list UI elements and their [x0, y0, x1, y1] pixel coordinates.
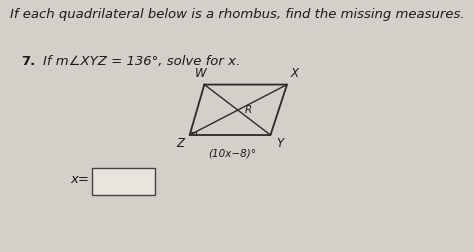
FancyBboxPatch shape [92, 168, 155, 195]
Text: Y: Y [276, 137, 283, 150]
Text: X: X [291, 67, 298, 80]
Text: W: W [195, 67, 207, 80]
Text: R: R [245, 105, 252, 115]
Text: 7.: 7. [21, 55, 36, 69]
Text: If m∠XYZ = 136°, solve for x.: If m∠XYZ = 136°, solve for x. [43, 55, 240, 69]
Text: Z: Z [176, 137, 184, 150]
Text: x=: x= [70, 173, 89, 186]
Text: (10x−8)°: (10x−8)° [208, 149, 256, 159]
Text: If each quadrilateral below is a rhombus, find the missing measures.: If each quadrilateral below is a rhombus… [9, 8, 465, 21]
